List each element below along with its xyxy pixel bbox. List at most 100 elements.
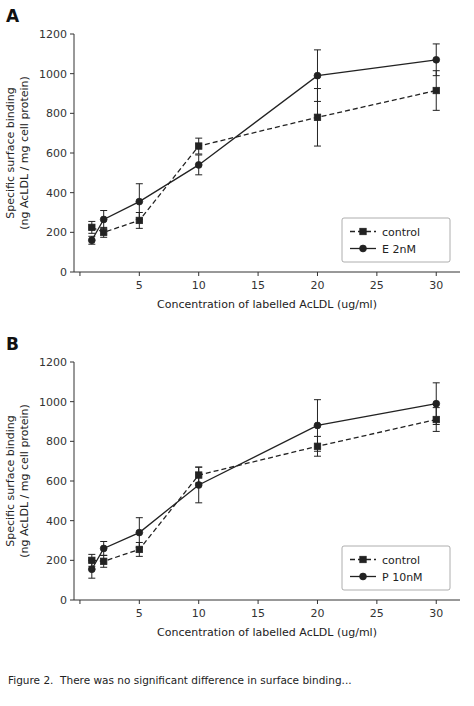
caption: Figure 2. There was no significant diffe… [8,674,352,686]
error-bar-cap [433,43,440,44]
data-point [100,216,107,223]
chart-root: A02004006008001000120051015202530Concent… [0,0,474,706]
error-bar-cap [100,541,107,542]
y-axis-label-line: Specific surface binding [4,87,17,218]
error-bar-cap [88,560,95,561]
error-bar-cap [314,146,321,147]
x-tick-label: 15 [251,279,265,292]
data-point [88,566,95,573]
error-bar [195,467,202,503]
error-bar-cap [195,467,202,468]
error-bar-cap [100,555,107,556]
y-axis-label-line: (ng AcLDL / mg cell protein) [18,404,31,558]
error-bar-cap [136,219,143,220]
series-line [92,404,436,570]
y-axis-label-line: (ng AcLDL / mg cell protein) [18,76,31,230]
y-tick-label: 400 [46,515,67,528]
y-tick [70,113,74,114]
x-tick-label: 30 [429,607,443,620]
data-point [136,546,142,552]
y-tick [70,560,74,561]
y-axis-label: Specific surface binding(ng AcLDL / mg c… [4,76,31,230]
x-tick-label: 15 [251,607,265,620]
x-axis-label: Concentration of labelled AcLDL (ug/ml) [157,298,377,311]
y-tick-label: 200 [46,554,67,567]
error-bar-cap [195,153,202,154]
panel-label: B [6,334,19,354]
y-tick [70,401,74,402]
x-tick [376,272,377,276]
legend-item: control [350,554,420,567]
error-bar-cap [314,49,321,50]
error-bar [433,71,440,111]
x-tick [376,600,377,604]
error-bar-cap [433,110,440,111]
y-tick [70,192,74,193]
data-point [195,482,202,489]
data-point [136,529,143,536]
legend-item: P 10nM [350,571,423,584]
error-bar-cap [100,567,107,568]
y-tick-label: 200 [46,226,67,239]
error-bar [136,184,143,220]
y-tick [70,520,74,521]
data-point [314,422,321,429]
error-bar-cap [136,183,143,184]
error-bar [314,50,321,102]
legend-marker [360,245,367,252]
x-axis-line [74,272,460,273]
error-bar [100,211,107,229]
y-tick-label: 400 [46,187,67,200]
series [88,44,439,244]
error-bar [100,227,107,237]
error-bar-cap [136,547,143,548]
error-bar-cap [88,554,95,555]
error-bar-cap [100,228,107,229]
error-bar [195,155,202,175]
error-bar [88,236,95,244]
data-point [314,72,321,79]
y-tick [70,232,74,233]
error-bar-cap [314,451,321,452]
x-tick [317,272,318,276]
y-tick-label: 1000 [39,68,67,81]
error-bar [433,383,440,425]
error-bar-cap [314,399,321,400]
legend-label: control [382,226,420,239]
error-bar-cap [136,517,143,518]
error-bar-cap [195,154,202,155]
y-tick-label: 0 [60,594,67,607]
data-point [196,143,202,149]
error-bar-cap [433,424,440,425]
plot-area [88,44,439,244]
data-point [433,56,440,63]
legend-label: control [382,554,420,567]
y-tick-label: 1200 [39,356,67,369]
legend-label: P 10nM [382,571,423,584]
legend-marker [360,573,367,580]
y-tick [70,34,74,35]
data-point [195,162,202,169]
y-tick [70,272,74,273]
data-point [100,229,106,235]
legend-item: E 2nM [350,243,416,256]
error-bar-cap [88,578,95,579]
x-tick [198,272,199,276]
x-tick [139,272,140,276]
series-line [92,420,436,562]
x-tick-label: 20 [310,279,324,292]
panel: B02004006008001000120051015202530Concent… [4,334,460,639]
y-axis-label-line: Specific surface binding [4,415,17,546]
error-bar [195,138,202,154]
error-bar-cap [195,502,202,503]
x-tick [79,600,80,604]
error-bar-cap [195,138,202,139]
error-bar [100,555,107,567]
error-bar [136,518,143,548]
y-axis-label: Specific surface binding(ng AcLDL / mg c… [4,404,31,558]
y-tick [70,153,74,154]
legend-label: E 2nM [382,243,416,256]
y-tick [70,73,74,74]
error-bar-cap [314,101,321,102]
data-point [88,237,95,244]
